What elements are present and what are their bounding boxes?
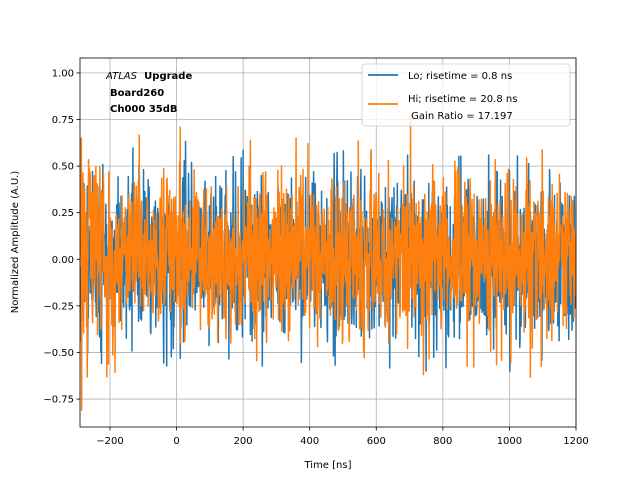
legend: Lo; risetime = 0.8 ns Hi; risetime = 20.… (361, 63, 571, 127)
x-tick-label: 400 (300, 436, 319, 447)
atlas-annotation: ATLAS Upgrade Board260 Ch000 35dB (105, 71, 192, 115)
legend-label-hi-line2: Gain Ratio = 17.197 (408, 111, 513, 122)
x-axis-ticks: −200 0 200 400 600 800 1000 1200 (96, 427, 589, 447)
legend-box (361, 63, 571, 127)
y-tick-label: 1.00 (52, 68, 74, 79)
x-tick-label: 1200 (563, 436, 588, 447)
x-tick-label: 600 (367, 436, 386, 447)
y-tick-label: 0.75 (52, 115, 74, 126)
series-layer (80, 114, 576, 411)
annotation-italic: ATLAS (105, 71, 138, 82)
x-tick-label: −200 (96, 436, 123, 447)
y-tick-label: −0.25 (43, 301, 74, 312)
legend-label-hi-line1: Hi; risetime = 20.8 ns (408, 94, 517, 105)
x-tick-label: 800 (433, 436, 452, 447)
y-axis-ticks: −0.75 −0.50 −0.25 0.00 0.25 0.50 0.75 1.00 (43, 68, 80, 406)
annotation-line-3: Ch000 35dB (110, 104, 178, 115)
plot-frame (79, 57, 577, 428)
y-tick-label: 0.25 (52, 208, 74, 219)
x-tick-label: 200 (234, 436, 253, 447)
x-tick-label: 1000 (497, 436, 522, 447)
y-tick-label: −0.50 (43, 348, 74, 359)
x-axis-label: Time [ns] (303, 460, 351, 471)
annotation-bold: Upgrade (144, 71, 192, 82)
series-line-hi (80, 114, 576, 411)
legend-label-lo: Lo; risetime = 0.8 ns (408, 71, 512, 82)
y-tick-label: 0.00 (52, 255, 74, 266)
y-tick-label: −0.75 (43, 395, 74, 406)
y-tick-label: 0.50 (52, 162, 74, 173)
y-axis-label: Normalized Amplitude (A.U.) (10, 171, 21, 314)
annotation-line-2: Board260 (110, 88, 164, 99)
annotation-line-1: ATLAS Upgrade (105, 71, 192, 82)
x-tick-label: 0 (173, 436, 179, 447)
